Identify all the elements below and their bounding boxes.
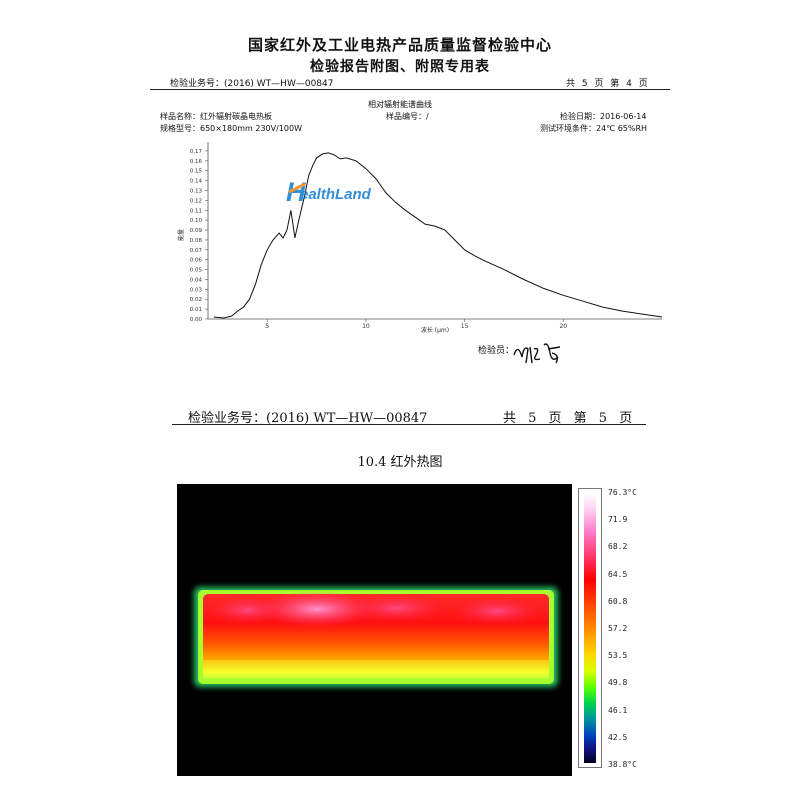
scale-label: 42.5: [608, 732, 628, 742]
y-tick-label: 0.04: [190, 277, 203, 283]
scale-label: 60.8: [608, 596, 628, 606]
y-axis-label: 能量: [177, 229, 185, 241]
y-tick-label: 0.10: [190, 218, 203, 224]
temperature-color-bar: [584, 493, 596, 763]
scale-label: 68.2: [608, 542, 628, 552]
test-date: 检验日期：2016-06-14: [560, 112, 647, 121]
scale-label: 57.2: [608, 624, 628, 633]
scale-label: 49.8: [608, 678, 628, 688]
y-tick-label: 0.05: [190, 268, 203, 274]
x-tick-label: 20: [559, 323, 567, 330]
y-tick-label: 0.11: [190, 208, 202, 214]
inspector-signature: [513, 343, 561, 364]
y-tick-label: 0.00: [190, 317, 203, 323]
x-axis-ticks: 5 10 15 20: [265, 319, 567, 330]
sample-number: 样品编号：/: [386, 112, 429, 121]
header-divider: [150, 89, 670, 90]
scale-label: 71.9: [608, 515, 628, 525]
section-title-thermal: 10.4 红外热图: [357, 455, 443, 470]
x-axis-label: 波长 (μm): [421, 326, 449, 334]
infrared-thermal-image: [177, 484, 572, 776]
y-tick-label: 0.03: [190, 287, 203, 293]
y-tick-label: 0.16: [190, 159, 203, 165]
y-tick-label: 0.17: [190, 149, 203, 155]
watermark-wordmark: ealthLand: [300, 186, 372, 203]
report-center-title: 国家红外及工业电热产品质量监督检验中心: [247, 36, 552, 54]
header-divider-2: [172, 424, 646, 425]
temperature-scale-box: [578, 488, 602, 768]
spec-model: 规格型号：650×180mm 230V/100W: [160, 124, 302, 133]
page-indicator: 共 5 页 第 4 页: [566, 79, 648, 89]
report-subtitle: 检验报告附图、附照专用表: [310, 59, 490, 75]
scale-label: 53.5: [608, 651, 628, 661]
radiation-spectrum-chart: 0.00 0.01 0.02 0.03 0.04 0.05 0.06 0.07 0.08 0.09…: [177, 142, 663, 334]
scale-label: 76.3°C: [608, 488, 637, 497]
thermal-panel: [194, 587, 558, 687]
inspector-label: 检验员：: [478, 346, 515, 356]
y-tick-label: 0.15: [190, 169, 203, 175]
scale-label: 38.8°C: [608, 760, 637, 769]
healthland-watermark: H ealthLand: [286, 177, 372, 207]
x-tick-label: 5: [265, 323, 269, 330]
y-tick-label: 0.14: [190, 179, 203, 185]
x-tick-label: 10: [362, 323, 370, 330]
business-number: 检验业务号：(2016) WT—HW—00847: [170, 79, 334, 89]
y-tick-label: 0.09: [190, 228, 203, 234]
y-tick-label: 0.02: [190, 297, 202, 303]
y-axis-ticks: 0.00 0.01 0.02 0.03 0.04 0.05 0.06 0.07 0.08 0.09…: [190, 149, 208, 323]
page-indicator-2: 共 5 页 第 5 页: [503, 411, 633, 426]
x-tick-label: 15: [461, 323, 469, 330]
y-tick-label: 0.12: [190, 198, 202, 204]
y-tick-label: 0.06: [190, 258, 203, 264]
watermark-swoosh: [288, 182, 306, 194]
business-number-2: 检验业务号：(2016) WT—HW—00847: [188, 411, 428, 426]
scale-label: 64.5: [608, 569, 628, 579]
y-tick-label: 0.13: [190, 188, 203, 194]
y-tick-label: 0.07: [190, 248, 203, 254]
scale-label: 46.1: [608, 705, 628, 715]
chart-caption: 相对辐射能谱曲线: [368, 100, 432, 109]
sample-name: 样品名称：红外辐射碳晶电热板: [160, 112, 272, 121]
y-tick-label: 0.01: [190, 307, 202, 313]
test-environment: 测试环境条件：24℃ 65%RH: [540, 124, 648, 133]
spectrum-series-line: [213, 152, 663, 319]
y-tick-label: 0.08: [190, 238, 203, 244]
